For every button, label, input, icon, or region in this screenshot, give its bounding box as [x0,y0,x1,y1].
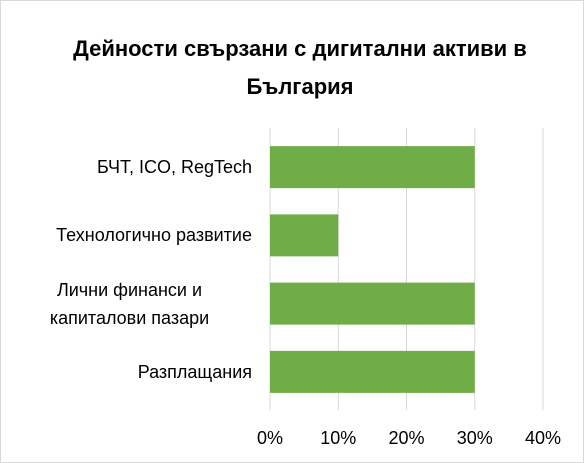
x-tick-label: 30% [456,428,493,448]
x-tick-label: 20% [388,428,425,448]
bar [270,282,475,325]
x-tick-label: 40% [524,428,562,448]
y-tick-label: Разплащания [0,338,252,406]
bar [270,350,475,393]
y-tick-label: Технологично развитие [0,201,252,269]
chart-title: Дейности свързани с дигитални активи в Б… [73,36,527,99]
category-text: Технологично развитие [56,225,252,246]
y-tick-label: Лични финанси и капиталови пазари [0,270,252,338]
bar [270,214,339,257]
category-text: Лични финанси и капиталови пазари [49,279,210,328]
bar [270,146,475,189]
x-tick-label: 0% [256,428,283,448]
x-tick-label: 10% [320,428,357,448]
category-text: БЧТ, ICO, RegTech [96,157,252,178]
category-text: Разплащания [137,361,252,382]
y-tick-label: БЧТ, ICO, RegTech [0,133,252,201]
